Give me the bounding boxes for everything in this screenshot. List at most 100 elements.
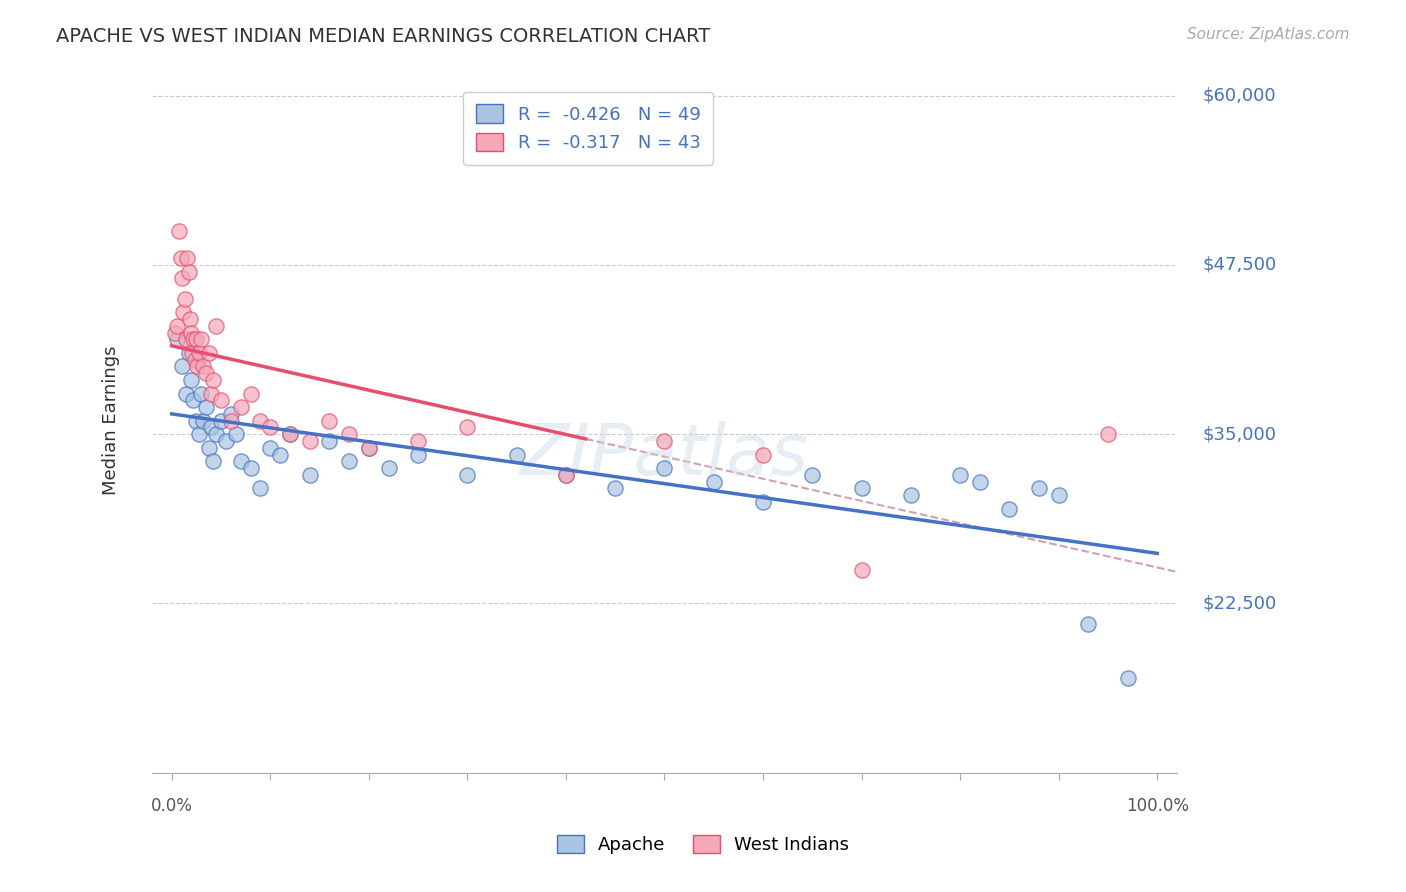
Point: [187, 352, 209, 367]
Point: [1097, 427, 1119, 442]
Point: [200, 386, 222, 401]
Point: [298, 434, 321, 448]
Point: [195, 366, 218, 380]
Text: APACHE VS WEST INDIAN MEDIAN EARNINGS CORRELATION CHART: APACHE VS WEST INDIAN MEDIAN EARNINGS CO…: [56, 27, 710, 45]
Point: [318, 434, 340, 448]
Point: [198, 346, 221, 360]
Point: [278, 427, 301, 442]
Text: Source: ZipAtlas.com: Source: ZipAtlas.com: [1187, 27, 1350, 42]
Point: [998, 501, 1021, 516]
Point: [406, 448, 429, 462]
Point: [337, 427, 360, 442]
Point: [259, 441, 281, 455]
Point: [229, 400, 252, 414]
Point: [180, 326, 202, 340]
Point: [1028, 482, 1050, 496]
Point: [219, 407, 242, 421]
Point: [801, 467, 824, 482]
Point: [167, 224, 190, 238]
Point: [186, 414, 208, 428]
Point: [900, 488, 922, 502]
Point: [202, 373, 225, 387]
Point: [215, 434, 238, 448]
Point: [1077, 616, 1099, 631]
Point: [190, 332, 212, 346]
Point: [180, 373, 202, 387]
Point: [195, 400, 218, 414]
Point: [969, 475, 991, 489]
Point: [186, 359, 208, 374]
Point: [239, 386, 262, 401]
Point: [229, 454, 252, 468]
Point: [357, 441, 380, 455]
Point: [219, 414, 242, 428]
Point: [170, 359, 193, 374]
Text: $47,500: $47,500: [1202, 256, 1277, 274]
Point: [181, 346, 204, 360]
Point: [249, 482, 271, 496]
Point: [1047, 488, 1070, 502]
Point: [166, 332, 188, 346]
Point: [202, 454, 225, 468]
Point: [1116, 671, 1139, 685]
Point: [200, 420, 222, 434]
Point: [851, 563, 873, 577]
Point: [198, 441, 221, 455]
Point: [205, 427, 228, 442]
Legend: Apache, West Indians: Apache, West Indians: [546, 824, 860, 865]
Point: [654, 461, 676, 475]
Point: [318, 414, 340, 428]
Text: Median Earnings: Median Earnings: [103, 346, 120, 495]
Point: [654, 434, 676, 448]
Point: [505, 448, 527, 462]
Point: [406, 434, 429, 448]
Point: [176, 332, 198, 346]
Point: [169, 251, 191, 265]
Point: [209, 393, 232, 408]
Point: [173, 305, 195, 319]
Point: [209, 414, 232, 428]
Point: [183, 332, 205, 346]
Legend: R =  -0.426   N = 49, R =  -0.317   N = 43: R = -0.426 N = 49, R = -0.317 N = 43: [464, 92, 713, 165]
Point: [170, 271, 193, 285]
Point: [188, 346, 211, 360]
Point: [337, 454, 360, 468]
Point: [752, 495, 775, 509]
Point: [193, 359, 215, 374]
Point: [555, 467, 578, 482]
Point: [851, 482, 873, 496]
Point: [183, 393, 205, 408]
Text: ZIPatlas: ZIPatlas: [520, 421, 808, 491]
Point: [249, 414, 271, 428]
Point: [176, 251, 198, 265]
Point: [239, 461, 262, 475]
Point: [166, 318, 188, 333]
Point: [179, 312, 201, 326]
Point: [205, 318, 228, 333]
Point: [377, 461, 399, 475]
Text: 100.0%: 100.0%: [1126, 797, 1189, 815]
Point: [298, 467, 321, 482]
Point: [456, 420, 478, 434]
Text: 0.0%: 0.0%: [150, 797, 193, 815]
Point: [269, 448, 291, 462]
Point: [259, 420, 281, 434]
Text: $22,500: $22,500: [1202, 594, 1277, 613]
Point: [186, 332, 208, 346]
Point: [184, 352, 207, 367]
Text: $35,000: $35,000: [1202, 425, 1277, 443]
Point: [163, 326, 186, 340]
Text: $60,000: $60,000: [1202, 87, 1277, 104]
Point: [752, 448, 775, 462]
Point: [179, 346, 201, 360]
Point: [703, 475, 725, 489]
Point: [190, 386, 212, 401]
Point: [193, 414, 215, 428]
Point: [456, 467, 478, 482]
Point: [949, 467, 972, 482]
Point: [176, 386, 198, 401]
Point: [278, 427, 301, 442]
Point: [555, 467, 578, 482]
Point: [179, 265, 201, 279]
Point: [357, 441, 380, 455]
